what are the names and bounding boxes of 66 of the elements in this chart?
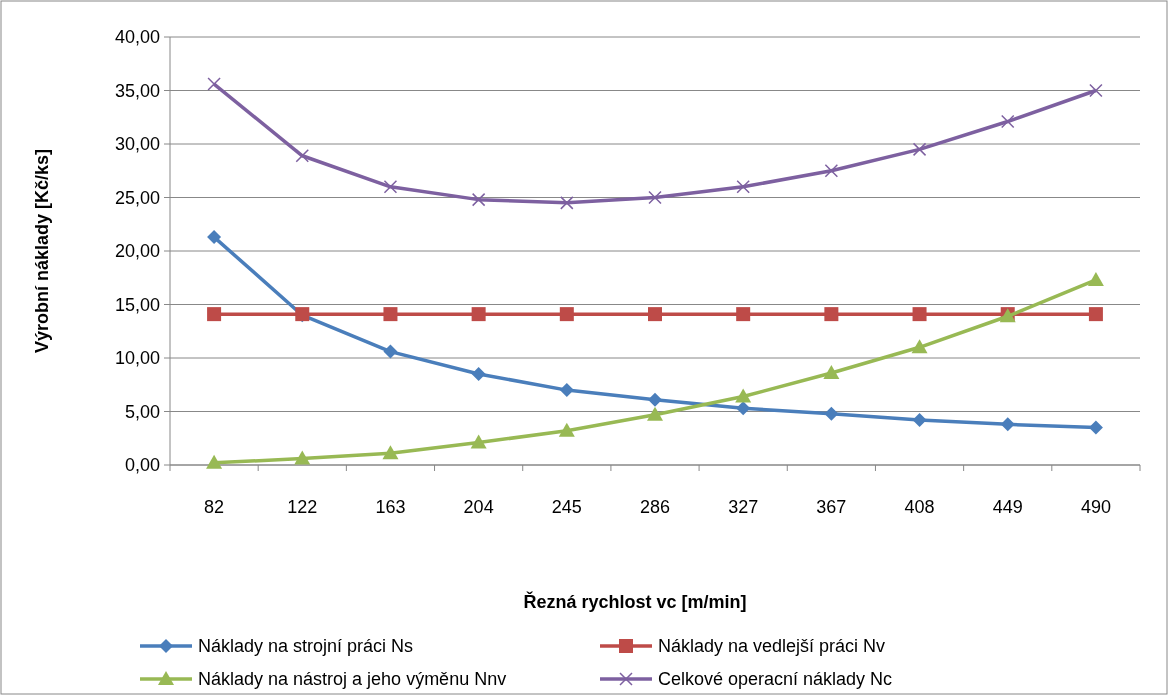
point bbox=[824, 406, 839, 421]
y-tick-label: 5,00 bbox=[124, 401, 160, 422]
x-tick-label: 449 bbox=[992, 497, 1023, 517]
point bbox=[912, 413, 927, 428]
point bbox=[1088, 420, 1103, 435]
point bbox=[471, 307, 486, 322]
point bbox=[1000, 417, 1015, 432]
point bbox=[912, 142, 927, 157]
point bbox=[736, 401, 751, 416]
y-axis-title: Výrobní náklady [Kč/ks] bbox=[32, 148, 52, 354]
point bbox=[207, 77, 221, 91]
point bbox=[471, 192, 486, 207]
point bbox=[1087, 271, 1104, 286]
point bbox=[648, 392, 662, 407]
x-tick-label: 82 bbox=[204, 497, 225, 517]
x-tick-label: 163 bbox=[375, 497, 406, 517]
y-tick-label: 10,00 bbox=[114, 348, 160, 369]
x-tick-label: 286 bbox=[639, 497, 671, 517]
x-tick-label: 204 bbox=[463, 497, 494, 517]
legend-label: Náklady na vedlejší práci Nv bbox=[658, 636, 886, 657]
y-tick-label: 0,00 bbox=[124, 455, 160, 476]
y-tick-label: 35,00 bbox=[114, 80, 160, 101]
point bbox=[383, 180, 398, 194]
point bbox=[823, 364, 840, 379]
point bbox=[1089, 83, 1103, 98]
point bbox=[648, 190, 662, 205]
point bbox=[383, 307, 398, 322]
y-tick-label: 30,00 bbox=[114, 134, 160, 155]
x-tick-label: 408 bbox=[904, 497, 935, 517]
point bbox=[735, 388, 752, 403]
point bbox=[558, 422, 575, 437]
point bbox=[295, 149, 310, 163]
x-tick-label: 367 bbox=[816, 497, 847, 517]
point bbox=[207, 230, 222, 245]
y-tick-label: 25,00 bbox=[114, 187, 160, 208]
point bbox=[294, 450, 311, 465]
point bbox=[471, 367, 486, 382]
x-tick-label: 245 bbox=[551, 497, 582, 517]
point bbox=[559, 307, 574, 322]
x-axis-title: Řezná rychlost vc [m/min] bbox=[523, 591, 747, 612]
y-tick-label: 15,00 bbox=[114, 294, 160, 315]
point bbox=[470, 434, 487, 449]
x-tick-label: 327 bbox=[728, 497, 759, 517]
point bbox=[1088, 307, 1103, 322]
point bbox=[736, 180, 750, 194]
point bbox=[383, 344, 398, 359]
point bbox=[1000, 114, 1015, 129]
x-tick-label: 490 bbox=[1080, 497, 1111, 517]
legend-label: Celkové operacní náklady Nc bbox=[658, 669, 893, 690]
point bbox=[824, 164, 839, 178]
point bbox=[912, 307, 927, 322]
point bbox=[207, 307, 222, 322]
legend-label: Náklady na nástroj a jeho výměnu Nnv bbox=[198, 669, 507, 690]
point bbox=[736, 307, 751, 322]
point bbox=[648, 307, 662, 322]
y-tick-label: 20,00 bbox=[114, 241, 160, 262]
point bbox=[382, 445, 399, 460]
point bbox=[911, 339, 928, 354]
y-tick-label: 40,00 bbox=[114, 27, 160, 48]
legend-label: Náklady na strojní práci Ns bbox=[198, 636, 414, 657]
x-tick-label: 122 bbox=[287, 497, 318, 517]
point bbox=[647, 406, 663, 421]
point bbox=[824, 307, 839, 322]
point bbox=[560, 196, 574, 210]
point bbox=[206, 454, 223, 469]
point bbox=[559, 383, 574, 398]
